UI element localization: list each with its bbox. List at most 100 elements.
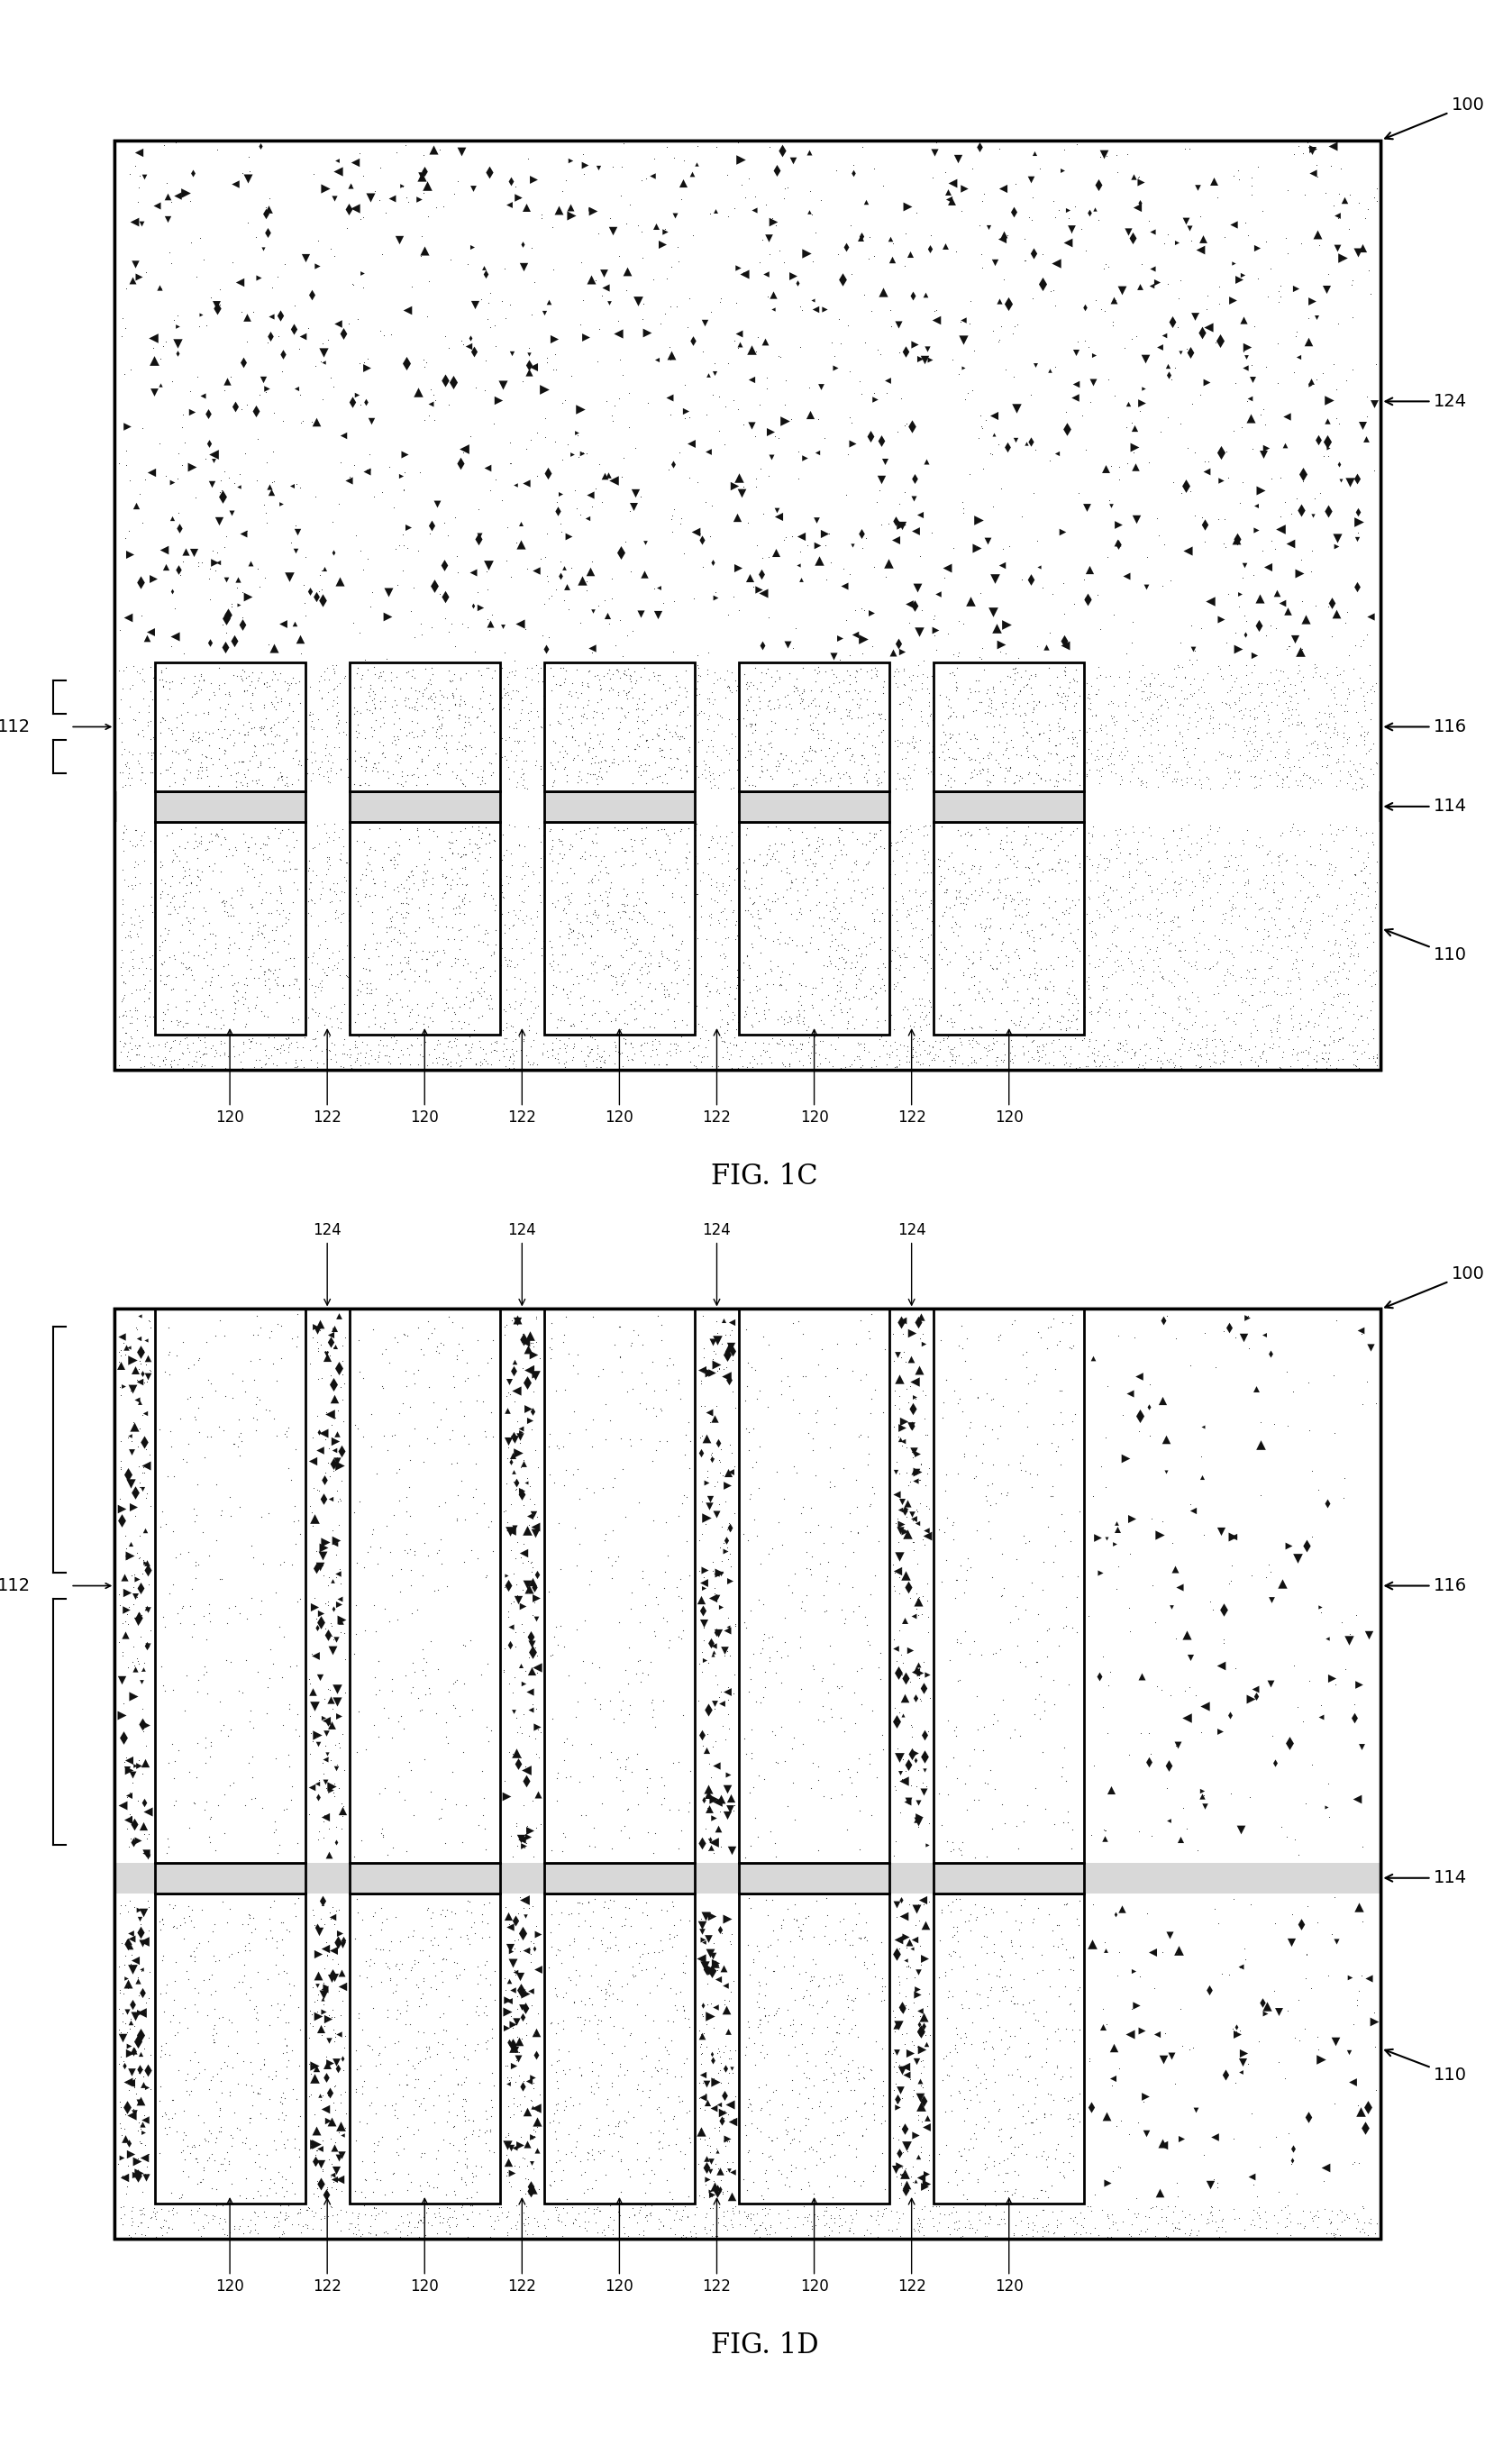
Point — [266, 2102, 290, 2141]
Point — [388, 2117, 412, 2156]
Point — [546, 818, 570, 857]
Point — [637, 1757, 661, 1796]
Point — [129, 205, 153, 244]
Point — [1061, 922, 1085, 961]
Point — [1109, 1890, 1133, 1929]
Point — [155, 961, 179, 1000]
Point — [1321, 126, 1345, 165]
Point — [198, 623, 222, 663]
Point — [797, 685, 821, 724]
Point — [795, 742, 819, 781]
Point — [559, 695, 583, 734]
Point — [1231, 330, 1255, 370]
Point — [601, 1003, 625, 1042]
Point — [152, 530, 176, 569]
Point — [956, 1045, 980, 1084]
Point — [546, 1040, 570, 1079]
Point — [415, 2028, 439, 2067]
Point — [1300, 2163, 1324, 2203]
Point — [176, 692, 200, 732]
Point — [206, 710, 230, 749]
Point — [299, 1040, 323, 1079]
Point — [1171, 729, 1195, 769]
Point — [1049, 1919, 1073, 1959]
Point — [580, 877, 604, 917]
Point — [968, 205, 992, 244]
Point — [842, 650, 866, 690]
Point — [219, 357, 243, 397]
Point — [1127, 1924, 1151, 1964]
Point — [189, 759, 213, 798]
Point — [108, 1331, 132, 1370]
Point — [730, 931, 755, 971]
Point — [164, 769, 188, 808]
Point — [974, 2149, 998, 2188]
Point — [756, 1387, 780, 1427]
Point — [969, 683, 993, 722]
Point — [894, 808, 918, 848]
Point — [866, 685, 890, 724]
Point — [720, 2205, 744, 2245]
Point — [1293, 2023, 1317, 2062]
Point — [678, 692, 702, 732]
Point — [660, 495, 684, 535]
Point — [664, 949, 688, 988]
Point — [302, 828, 326, 867]
Point — [1129, 761, 1153, 801]
Point — [655, 2062, 679, 2102]
Point — [1163, 2186, 1187, 2225]
Point — [791, 1981, 815, 2020]
Point — [406, 882, 430, 922]
Point — [708, 991, 732, 1030]
Point — [1177, 1030, 1201, 1069]
Point — [260, 673, 284, 712]
Point — [1024, 1910, 1048, 1949]
Point — [968, 850, 992, 890]
Point — [1326, 1040, 1350, 1079]
Point — [186, 2094, 210, 2134]
Point — [266, 2203, 290, 2242]
Point — [1189, 2008, 1213, 2048]
Point — [1078, 382, 1102, 421]
Point — [612, 761, 636, 801]
Point — [1187, 197, 1211, 237]
Point — [430, 825, 454, 865]
Point — [535, 1895, 559, 1934]
Point — [131, 1924, 155, 1964]
Point — [123, 1922, 147, 1961]
Point — [742, 2045, 767, 2085]
Point — [565, 756, 589, 796]
Point — [1015, 678, 1039, 717]
Point — [1198, 811, 1222, 850]
Point — [117, 1328, 141, 1368]
Point — [770, 966, 794, 1005]
Point — [580, 1296, 604, 1335]
Point — [839, 944, 863, 983]
Point — [681, 902, 705, 941]
Point — [1269, 2146, 1293, 2186]
Point — [278, 2112, 302, 2151]
Point — [304, 1717, 328, 1757]
Point — [1264, 1008, 1288, 1047]
Point — [914, 941, 938, 981]
Point — [715, 2122, 739, 2161]
Point — [1241, 697, 1266, 737]
Point — [821, 722, 845, 761]
Point — [246, 658, 271, 697]
Point — [415, 2085, 439, 2124]
Point — [788, 683, 812, 722]
Point — [322, 367, 346, 407]
Point — [150, 956, 174, 995]
Point — [600, 2136, 624, 2176]
Point — [1312, 1025, 1336, 1064]
Point — [1264, 2117, 1288, 2156]
Point — [739, 1010, 764, 1050]
Point — [1099, 867, 1123, 907]
Point — [822, 848, 846, 887]
Point — [286, 685, 310, 724]
Point — [893, 1008, 917, 1047]
Point — [646, 569, 670, 609]
Point — [200, 2195, 224, 2235]
Point — [237, 1961, 262, 2001]
Point — [249, 885, 274, 924]
